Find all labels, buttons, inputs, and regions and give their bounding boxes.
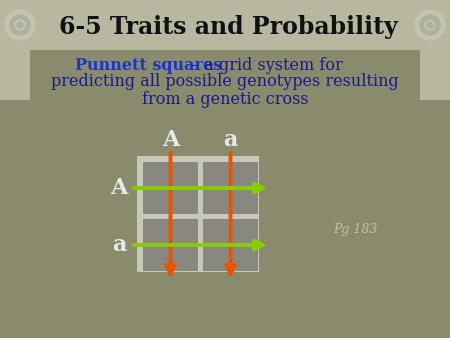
Circle shape	[415, 10, 445, 40]
Text: A: A	[110, 177, 128, 199]
Bar	[203, 162, 258, 214]
Text: a: a	[223, 129, 238, 151]
Text: – a grid system for: – a grid system for	[186, 56, 343, 73]
Text: Pg 183: Pg 183	[333, 223, 377, 237]
Text: Punnett squares: Punnett squares	[75, 56, 222, 73]
Text: predicting all possible genotypes resulting: predicting all possible genotypes result…	[51, 73, 399, 91]
Circle shape	[5, 10, 35, 40]
Bar	[0, 0, 450, 50]
Circle shape	[15, 20, 25, 30]
Text: a: a	[112, 234, 126, 256]
Circle shape	[425, 20, 435, 30]
Bar	[143, 219, 198, 271]
Bar	[203, 219, 258, 271]
Circle shape	[427, 22, 433, 28]
Bar	[137, 156, 259, 272]
Circle shape	[17, 22, 23, 28]
Text: from a genetic cross: from a genetic cross	[142, 91, 308, 107]
Circle shape	[10, 15, 30, 35]
Bar	[143, 162, 198, 214]
Text: A: A	[162, 129, 179, 151]
Bar	[420, 50, 450, 100]
Text: 6-5 Traits and Probability: 6-5 Traits and Probability	[58, 15, 397, 39]
Circle shape	[420, 15, 440, 35]
Bar	[0, 50, 30, 100]
